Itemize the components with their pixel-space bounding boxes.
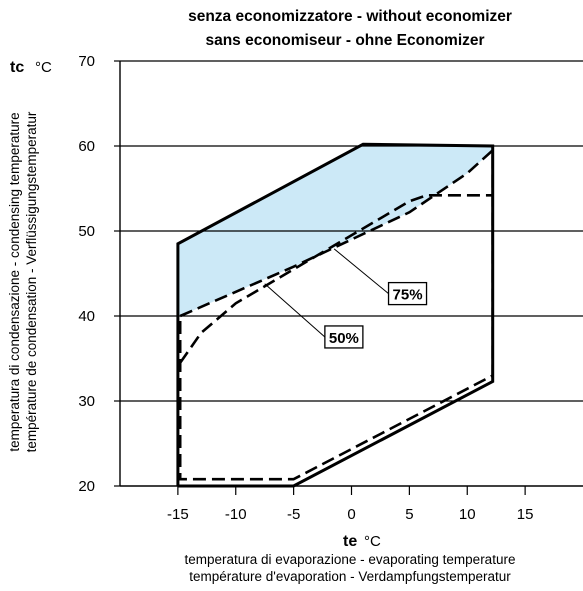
x-tick-label-5: 5 [405, 506, 413, 523]
annotation-label-50-percent: 50% [329, 330, 359, 347]
x-tick-label-10: 10 [459, 506, 476, 523]
x-tick-label--10: -10 [225, 506, 247, 523]
x-axis-label-line-1: temperatura di evaporazione - evaporatin… [185, 552, 516, 567]
x-tick-label--5: -5 [287, 506, 300, 523]
x-tick-label--15: -15 [167, 506, 189, 523]
series-line-envelope [176, 142, 495, 488]
y-tick-label-50: 50 [78, 223, 95, 240]
series-line-50-percent [179, 194, 493, 364]
x-tick-label-15: 15 [517, 506, 534, 523]
y-tick-label-30: 30 [78, 393, 95, 410]
y-axis-label-line-1: temperatura di condensazione - condensin… [7, 112, 22, 451]
shaded-region [177, 144, 493, 316]
y-tick-label-20: 20 [78, 478, 95, 495]
annotation-leader-50-percent [264, 283, 326, 338]
y-axis-unit: °C [35, 59, 52, 76]
x-axis-unit: °C [364, 533, 381, 550]
annotation-label-75-percent: 75% [393, 287, 423, 304]
annotation-box-75-percent [387, 281, 428, 306]
chart-title-line-2: sans economiseur - ohne Economizer [205, 32, 484, 49]
y-tick-label-60: 60 [78, 138, 95, 155]
y-tick-label-40: 40 [78, 308, 95, 325]
y-axis-label-line-2: température de condensation - Verflüssig… [24, 111, 39, 452]
chart-title-line-1: senza economizzatore - without economize… [188, 8, 512, 25]
y-axis-symbol: tc [10, 59, 24, 76]
x-axis-symbol: te [343, 533, 357, 550]
annotation-box-50-percent [324, 325, 364, 349]
y-tick-label-70: 70 [78, 53, 95, 70]
x-axis-label-line-2: température d'evaporation - Verdampfungs… [189, 569, 511, 584]
x-tick-label-0: 0 [347, 506, 355, 523]
annotation-leader-75-percent [333, 248, 389, 294]
